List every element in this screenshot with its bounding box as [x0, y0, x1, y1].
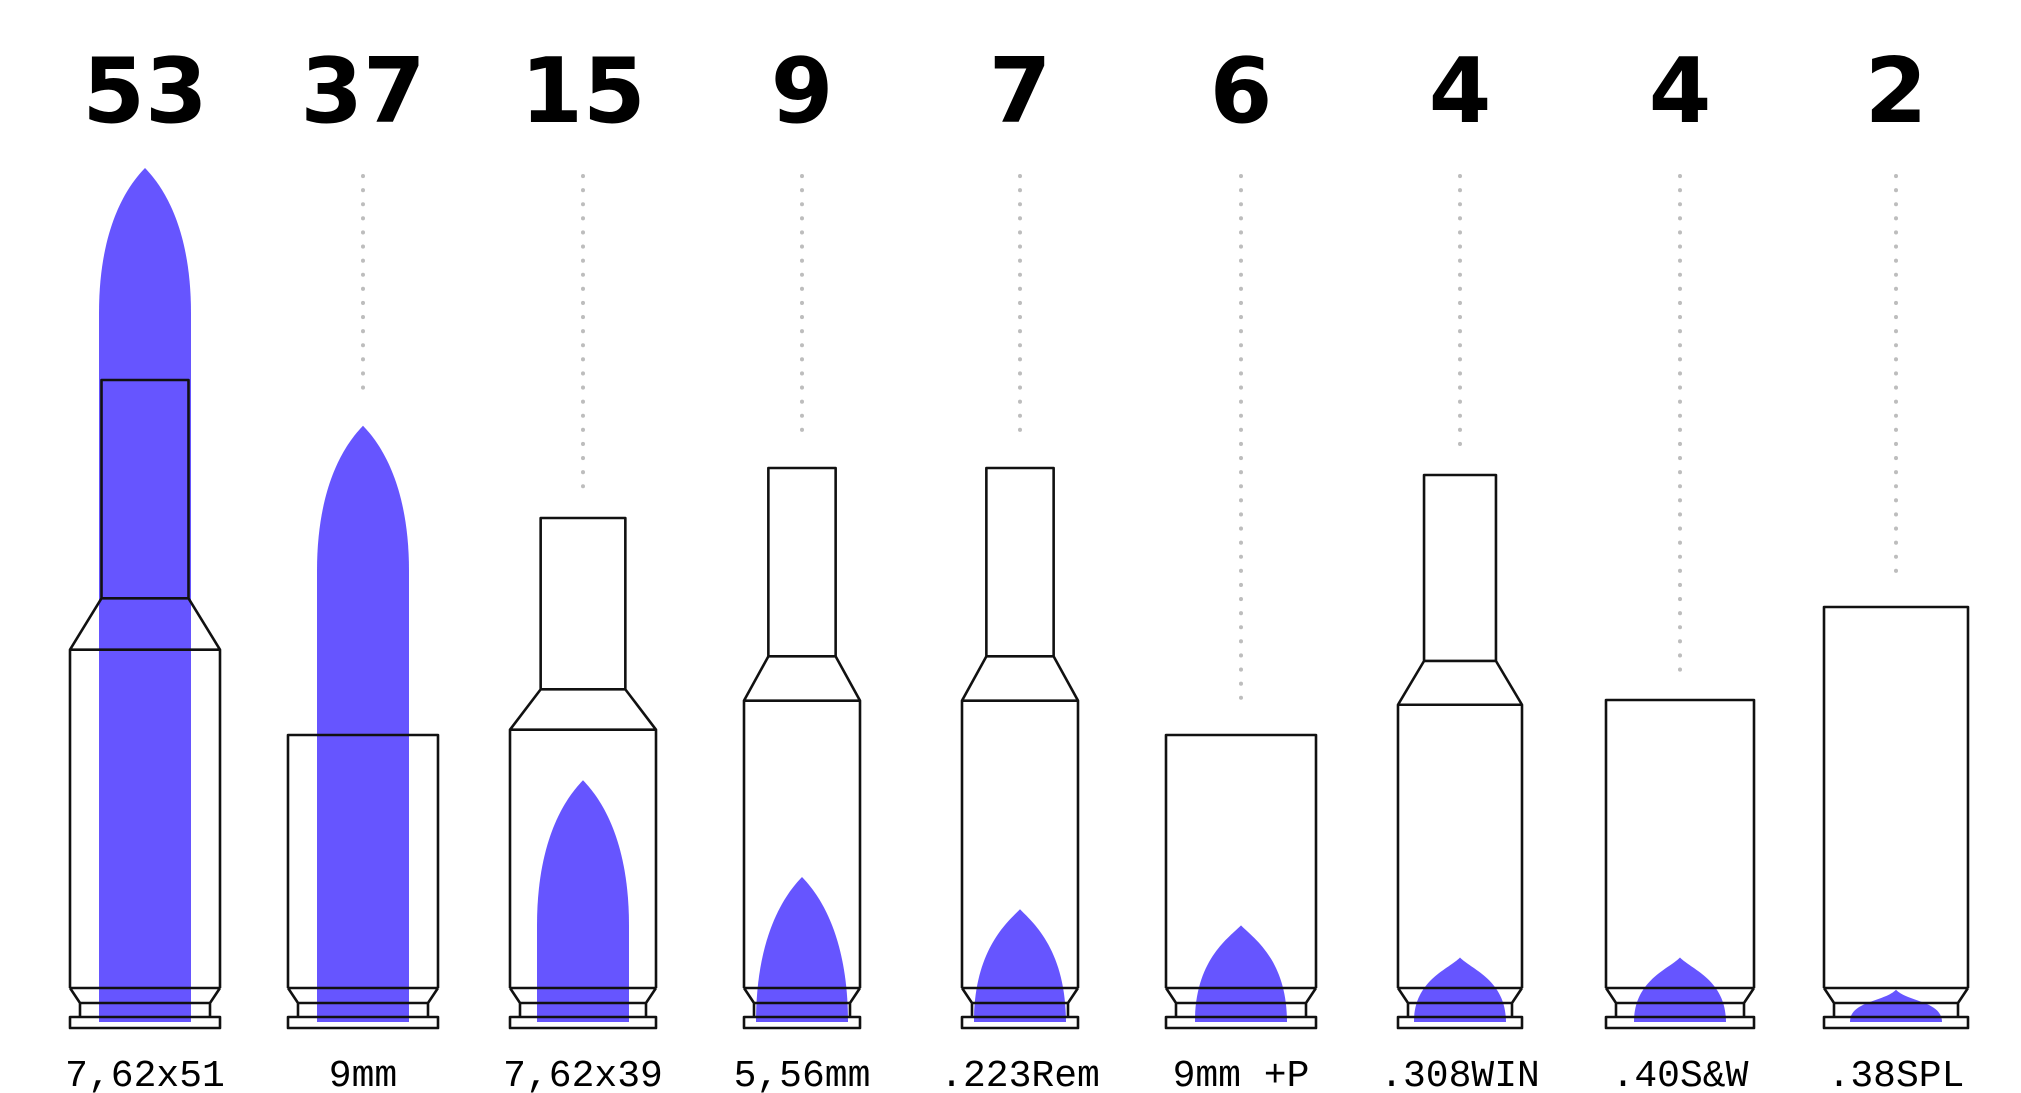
- cartridge-case: [508, 516, 658, 1030]
- count-label: 7: [989, 39, 1052, 144]
- bar-7,62x51: [99, 168, 191, 1022]
- bullet-bars: [99, 168, 1942, 1023]
- cartridge-case: [1822, 605, 1970, 1030]
- bar-9mm +P: [1195, 925, 1287, 1022]
- caliber-label: 7,62x51: [65, 1055, 225, 1093]
- cartridge-case: [286, 733, 440, 1030]
- bar-.38SPL: [1850, 989, 1942, 1022]
- caliber-labels: 7,62x51 9mm 7,62x39 5,56mm .223Rem 9mm +P .308…: [65, 1055, 1964, 1093]
- count-label: 53: [82, 39, 207, 144]
- cartridge-case: [742, 466, 862, 1030]
- count-labels: 53 37 15 9 7 6 4 4 2: [82, 39, 1927, 144]
- cartridge-case: [960, 466, 1080, 1030]
- cartridge-case: [1164, 733, 1318, 1030]
- caliber-label: .40S&W: [1612, 1055, 1749, 1093]
- caliber-label: .38SPL: [1828, 1055, 1965, 1093]
- caliber-label: 5,56mm: [734, 1055, 871, 1093]
- count-label: 9: [771, 39, 834, 144]
- cartridge-case: [1604, 698, 1756, 1030]
- bar-9mm: [317, 425, 409, 1023]
- count-label: 6: [1210, 39, 1273, 144]
- count-label: 37: [300, 39, 425, 144]
- count-label: 2: [1865, 39, 1928, 144]
- caliber-label: 9mm: [329, 1055, 397, 1093]
- caliber-label: .223Rem: [940, 1055, 1100, 1093]
- guide-lines: [361, 174, 1898, 712]
- bar-.40S&W: [1634, 957, 1726, 1022]
- bar-5,56mm: [756, 876, 848, 1022]
- cartridge-cases: [68, 378, 1970, 1030]
- caliber-label: .308WIN: [1380, 1055, 1540, 1093]
- caliber-label: 9mm +P: [1173, 1055, 1310, 1093]
- count-label: 15: [520, 39, 645, 144]
- bar-7,62x39: [537, 780, 629, 1022]
- count-label: 4: [1429, 39, 1492, 144]
- count-label: 4: [1649, 39, 1712, 144]
- cartridge-case: [68, 378, 222, 1030]
- bar-.308WIN: [1414, 957, 1506, 1022]
- caliber-label: 7,62x39: [503, 1055, 663, 1093]
- cartridge-case: [1396, 473, 1524, 1030]
- bar-.223Rem: [974, 909, 1066, 1022]
